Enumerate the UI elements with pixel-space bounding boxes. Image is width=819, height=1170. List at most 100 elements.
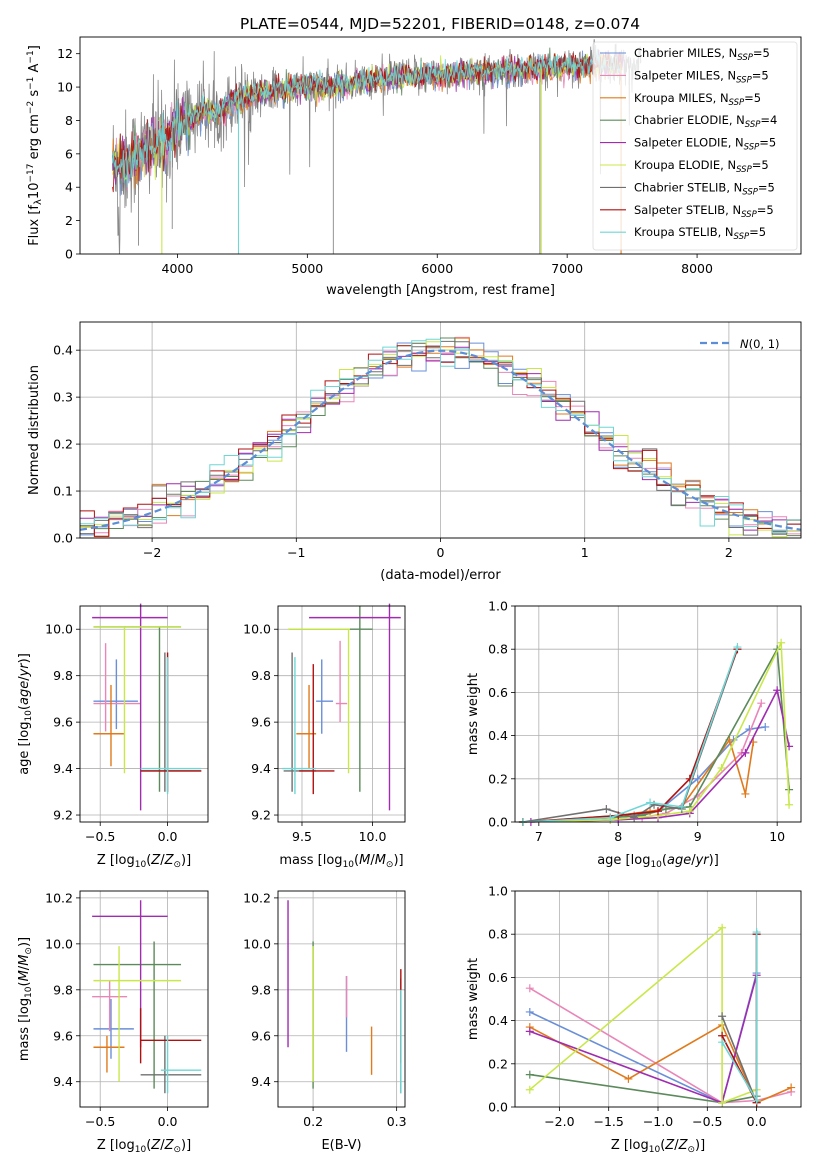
age-vs-z-ytick-label: 10.0	[45, 622, 73, 637]
residuals-legend: N(0, 1)	[700, 337, 780, 351]
mass-vs-ebv-ytick-label: 10.0	[243, 936, 271, 951]
mass-weight-vs-age-marker-kroupa-elodie	[785, 800, 794, 809]
spectrum-xtick-label: 7000	[551, 261, 583, 276]
mass-vs-z-xtick-label: 0.0	[158, 1114, 178, 1129]
mass-vs-ebv-xtick-label: 0.3	[387, 1114, 407, 1129]
mass-vs-z-ytick-label: 10.2	[45, 890, 73, 905]
mass-weight-vs-z-frame	[514, 890, 802, 1108]
residuals-xtick-label: −2	[143, 545, 161, 560]
mass-weight-vs-z-xtick-label: 0.0	[747, 1114, 767, 1129]
spectrum-xtick-label: 5000	[291, 261, 323, 276]
mass-weight-vs-z-marker-kroupa-miles	[787, 1083, 796, 1092]
age-vs-mass-ytick-label: 10.0	[243, 622, 271, 637]
mass-weight-vs-z-ytick-label: 0.6	[488, 970, 508, 985]
mass-weight-vs-z-xtick-label: −1.0	[643, 1114, 673, 1129]
age-vs-mass-frame	[277, 605, 406, 823]
mass-weight-vs-z-xtick-label: −0.5	[692, 1114, 722, 1129]
mass-weight-vs-z-xtick-label: −2.0	[544, 1114, 574, 1129]
mass-weight-vs-z-line-salpeter-stelib	[721, 934, 758, 1104]
mass-weight-vs-age-ytick-label: 0.0	[488, 815, 508, 830]
mass-weight-vs-age-marker-kroupa-elodie	[717, 764, 726, 772]
mass-vs-z-ytick-label: 9.4	[53, 1074, 73, 1089]
spectrum-legend-label: Chabrier MILES, NSSP=5	[634, 46, 770, 63]
mass-vs-z-xlabel: Z [log10(Z/Z⊙)]	[97, 1138, 191, 1155]
spectrum-ytick-label: 10	[57, 80, 73, 95]
spectrum-legend-label: Salpeter STELIB, NSSP=5	[634, 203, 774, 220]
age-vs-z-ylabel: age [log10(age/yr)]	[17, 653, 34, 775]
mass-weight-vs-z-line-kroupa-stelib	[721, 932, 758, 1104]
plots: 4000 5000 6000 7000 8000024681012wavelength …	[17, 36, 802, 1155]
age-vs-mass-xlabel: mass [log10(M/M⊙)]	[279, 853, 403, 870]
spectrum-model-kroupa-stelib	[112, 49, 622, 188]
residuals-ytick-label: 0.0	[53, 531, 73, 546]
mass-vs-ebv-xlabel: E(B-V)	[321, 1138, 361, 1153]
mass-weight-vs-z-marker-chabrier-miles	[525, 1007, 534, 1016]
mass-weight-vs-age-marker-kroupa-stelib	[646, 798, 655, 807]
mass-vs-z-axes: −0.5 0.0 9.4 9.6 9.8 10.0 10.2	[45, 890, 208, 1129]
spectrum-model-salpeter-elodie	[112, 49, 624, 188]
spectrum-xtick-label: 8000	[681, 261, 713, 276]
mass-weight-vs-age-marker-kroupa-miles	[741, 789, 750, 798]
spectrum-legend-label: Kroupa MILES, NSSP=5	[634, 91, 761, 108]
mass-weight-vs-z-marker-kroupa-stelib	[752, 1096, 761, 1105]
mass-weight-vs-age-marker-kroupa-elodie	[685, 807, 694, 816]
mass-weight-vs-z-xtick-label: −1.5	[594, 1114, 624, 1129]
residuals-gaussian	[80, 349, 801, 531]
mass-weight-vs-age-xtick-label: 9	[694, 829, 702, 844]
spectrum-legend-label: Chabrier ELODIE, NSSP=4	[634, 113, 777, 130]
mass-weight-vs-age-marker-chabrier-stelib	[630, 813, 639, 822]
mass-weight-vs-z-ylabel: mass weight	[466, 958, 481, 1040]
age-vs-mass-axes: 9.5 10.0 9.2 9.4 9.6 9.8 10.0	[243, 606, 405, 844]
mass-weight-vs-age-data	[518, 638, 794, 826]
mass-weight-vs-age-marker-kroupa-stelib	[733, 643, 742, 652]
age-vs-z-ytick-label: 9.4	[53, 761, 73, 776]
mass-weight-vs-age-ytick-label: 0.6	[488, 685, 508, 700]
mass-weight-vs-age-frame	[514, 605, 802, 823]
residuals-xtick-label: 0	[437, 545, 445, 560]
mass-vs-z-ytick-label: 9.6	[53, 1028, 73, 1043]
mass-vs-z-ylabel: mass [log10(M/M⊙)]	[17, 937, 34, 1061]
mass-vs-ebv-ytick-label: 9.6	[251, 1028, 271, 1043]
mass-weight-vs-age-ytick-label: 0.4	[488, 728, 508, 743]
mass-weight-vs-age-marker-salpeter-elodie	[773, 686, 782, 695]
mass-weight-vs-age-ytick-label: 0.8	[488, 642, 508, 657]
residuals-data	[80, 336, 801, 538]
mass-weight-vs-z-marker-salpeter-miles	[525, 984, 534, 993]
spectrum-frame	[79, 36, 802, 255]
mass-weight-vs-z-marker-kroupa-miles	[624, 1074, 633, 1083]
age-vs-z-xlabel: Z [log10(Z/Z⊙)]	[97, 853, 191, 870]
mass-weight-vs-age-marker-salpeter-miles	[757, 699, 766, 708]
age-vs-z-frame	[79, 605, 209, 823]
mass-weight-vs-z-marker-kroupa-elodie	[525, 1085, 534, 1094]
age-vs-mass-ytick-label: 9.6	[251, 715, 271, 730]
mass-vs-z-xtick-label: −0.5	[85, 1114, 115, 1129]
spectrum-ytick-label: 0	[65, 247, 73, 262]
spectrum-legend-label: Salpeter MILES, NSSP=5	[634, 68, 769, 85]
spectrum-legend-box	[592, 41, 798, 251]
spectrum-xtick-label: 6000	[421, 261, 453, 276]
age-vs-mass-ytick-label: 9.4	[251, 761, 271, 776]
mass-weight-vs-age-marker-kroupa-elodie	[777, 638, 786, 647]
mass-weight-vs-age-marker-kroupa-stelib	[677, 802, 686, 811]
age-vs-z-ytick-label: 9.6	[53, 715, 73, 730]
age-vs-mass-xtick-label: 9.5	[292, 829, 312, 844]
residuals-ytick-label: 0.2	[53, 437, 73, 452]
residuals-legend-label: N(0, 1)	[740, 337, 780, 351]
mass-weight-vs-age-ytick-label: 1.0	[488, 599, 508, 614]
spectrum-xtick-label: 4000	[162, 261, 194, 276]
age-vs-z-ytick-label: 9.8	[53, 668, 73, 683]
spectrum-ytick-label: 2	[65, 213, 73, 228]
age-vs-mass-xtick-label: 10.0	[359, 829, 387, 844]
mass-vs-ebv-ytick-label: 9.8	[251, 982, 271, 997]
mass-weight-vs-z-ytick-label: 0.0	[488, 1100, 508, 1115]
spectrum-legend-label: Chabrier STELIB, NSSP=5	[634, 180, 775, 197]
residuals-xtick-label: 2	[725, 545, 733, 560]
mass-weight-vs-age-marker-chabrier-miles	[693, 774, 702, 783]
mass-weight-vs-age-marker-salpeter-stelib	[685, 774, 694, 783]
mass-weight-vs-age-ytick-label: 0.2	[488, 771, 508, 786]
mass-weight-vs-z-ytick-label: 0.8	[488, 927, 508, 942]
age-vs-mass-ytick-label: 9.2	[251, 808, 271, 823]
mass-weight-vs-z-ytick-label: 1.0	[488, 884, 508, 899]
mass-weight-vs-z-marker-kroupa-stelib	[752, 928, 761, 937]
